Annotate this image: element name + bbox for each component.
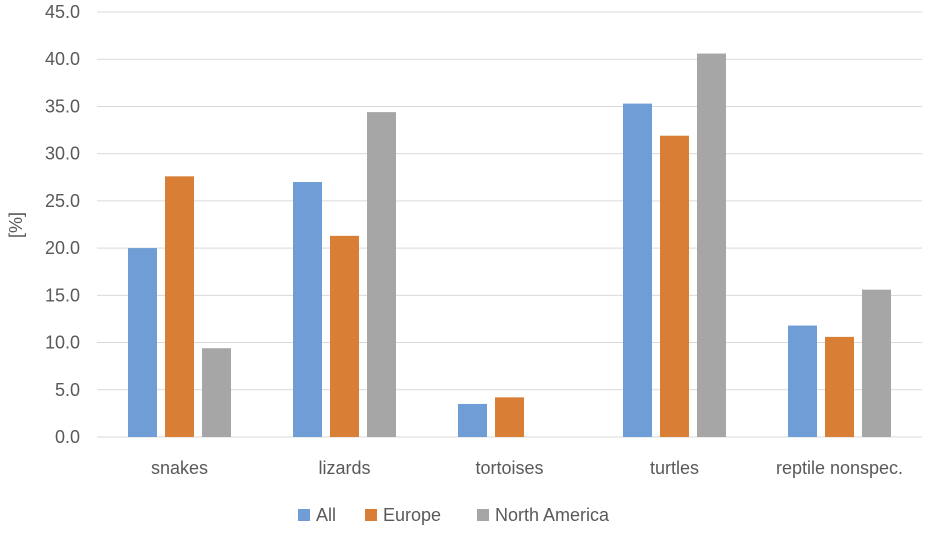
bar-europe-lizards [330,235,359,437]
y-tick-label: 15.0 [45,285,80,305]
legend-label-north-america: North America [495,505,610,525]
y-axis-title: [%] [6,212,26,238]
legend-swatch-europe [365,509,377,521]
legend-swatch-all [298,509,310,521]
bar-north-america-turtles [697,53,726,438]
legend: All Europe North America [298,505,610,525]
y-tick-label: 35.0 [45,96,80,116]
bar-all-tortoises [458,403,487,437]
bar-all-lizards [293,182,322,437]
bars [128,53,891,438]
bar-europe-reptile-nonspec [825,336,854,437]
x-tick-label: turtles [650,458,699,478]
bar-north-america-snakes [202,348,231,437]
legend-label-all: All [316,505,336,525]
legend-swatch-north-america [477,509,489,521]
y-axis-tick-labels: 0.0 5.0 10.0 15.0 20.0 25.0 30.0 35.0 40.0 45.0 [45,2,80,447]
bar-europe-turtles [660,135,689,437]
bar-north-america-lizards [367,112,396,437]
bar-north-america-reptile-nonspec [862,289,891,437]
y-tick-label: 0.0 [55,427,80,447]
y-tick-label: 40.0 [45,49,80,69]
y-tick-label: 45.0 [45,2,80,22]
bar-all-snakes [128,248,157,437]
gridlines [97,11,922,438]
bar-europe-snakes [165,176,194,438]
y-tick-label: 10.0 [45,333,80,353]
x-tick-label: snakes [151,458,208,478]
bar-all-reptile-nonspec [788,325,817,437]
x-tick-label: reptile nonspec. [776,458,903,478]
y-tick-label: 25.0 [45,191,80,211]
bar-all-turtles [623,103,652,437]
y-tick-label: 20.0 [45,238,80,258]
x-tick-label: tortoises [475,458,543,478]
legend-label-europe: Europe [383,505,441,525]
x-axis-tick-labels: snakes lizards tortoises turtles reptile non… [151,458,903,478]
bar-europe-tortoises [495,397,524,437]
y-tick-label: 5.0 [55,380,80,400]
x-tick-label: lizards [318,458,370,478]
y-tick-label: 30.0 [45,144,80,164]
